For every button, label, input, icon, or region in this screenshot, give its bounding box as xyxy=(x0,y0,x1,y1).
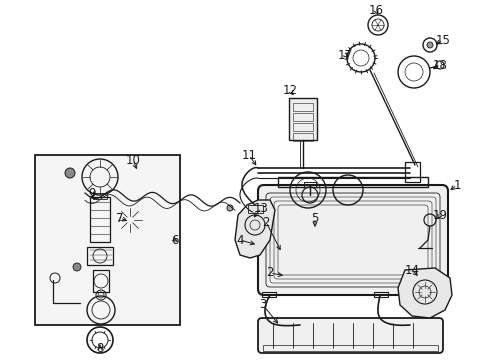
Bar xyxy=(292,113,312,121)
Text: 17: 17 xyxy=(337,49,352,62)
FancyBboxPatch shape xyxy=(258,185,447,295)
Circle shape xyxy=(73,263,81,271)
Bar xyxy=(133,170,142,178)
Bar xyxy=(278,177,427,187)
Bar xyxy=(90,197,110,242)
Text: 1: 1 xyxy=(452,179,460,192)
Polygon shape xyxy=(397,268,451,318)
Polygon shape xyxy=(235,200,274,258)
Text: 13: 13 xyxy=(253,202,268,215)
Text: 2: 2 xyxy=(265,266,273,279)
Text: 11: 11 xyxy=(241,149,256,162)
Bar xyxy=(262,292,275,297)
Text: 18: 18 xyxy=(432,59,447,72)
Bar xyxy=(292,123,312,131)
Bar xyxy=(304,182,315,187)
Text: 16: 16 xyxy=(368,4,383,17)
Bar xyxy=(93,270,109,292)
Text: 15: 15 xyxy=(435,33,449,46)
Text: 5: 5 xyxy=(311,212,318,225)
Text: 10: 10 xyxy=(125,153,140,166)
Bar xyxy=(87,247,113,265)
Text: 2: 2 xyxy=(262,216,269,229)
Circle shape xyxy=(142,197,148,203)
Circle shape xyxy=(89,197,95,203)
Text: 8: 8 xyxy=(96,342,103,355)
Bar xyxy=(35,155,180,325)
Bar xyxy=(93,193,107,199)
Circle shape xyxy=(85,193,91,199)
Text: 14: 14 xyxy=(404,264,419,276)
Bar xyxy=(292,133,312,141)
Bar xyxy=(263,345,437,351)
Circle shape xyxy=(426,42,432,48)
Bar xyxy=(247,205,263,213)
Text: 12: 12 xyxy=(282,84,297,96)
Text: 19: 19 xyxy=(431,208,447,221)
Bar xyxy=(288,98,316,140)
FancyBboxPatch shape xyxy=(258,318,442,353)
Bar xyxy=(373,292,387,297)
Text: 7: 7 xyxy=(116,212,123,225)
Circle shape xyxy=(65,168,75,178)
Text: 3: 3 xyxy=(259,298,266,311)
Circle shape xyxy=(226,205,232,211)
Bar xyxy=(404,162,419,182)
Bar xyxy=(292,103,312,111)
Circle shape xyxy=(147,192,153,198)
Text: 9: 9 xyxy=(88,186,96,199)
Text: 6: 6 xyxy=(171,234,179,247)
Text: 4: 4 xyxy=(236,234,243,247)
